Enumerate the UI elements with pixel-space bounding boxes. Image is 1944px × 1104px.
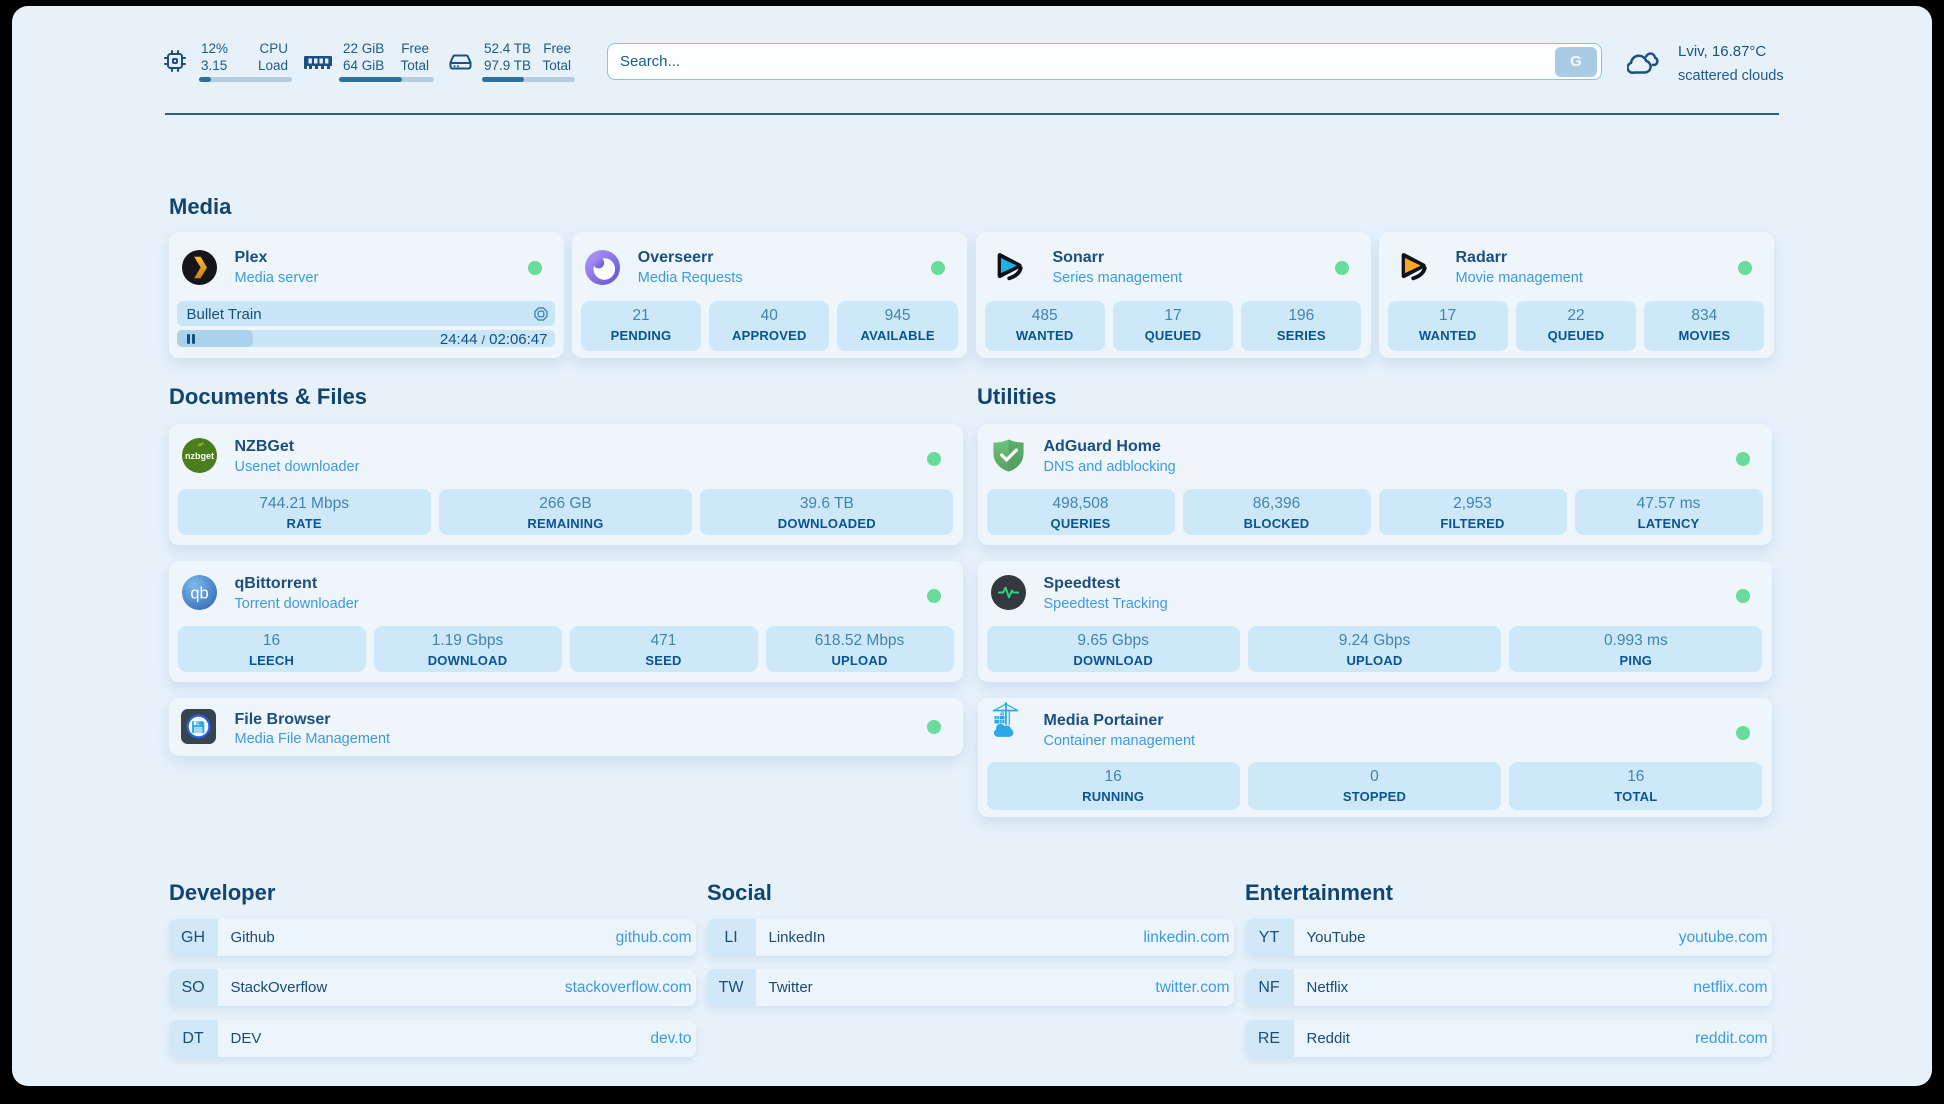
svg-text:nzbget: nzbget xyxy=(185,451,214,461)
svg-text:qb: qb xyxy=(190,584,208,602)
